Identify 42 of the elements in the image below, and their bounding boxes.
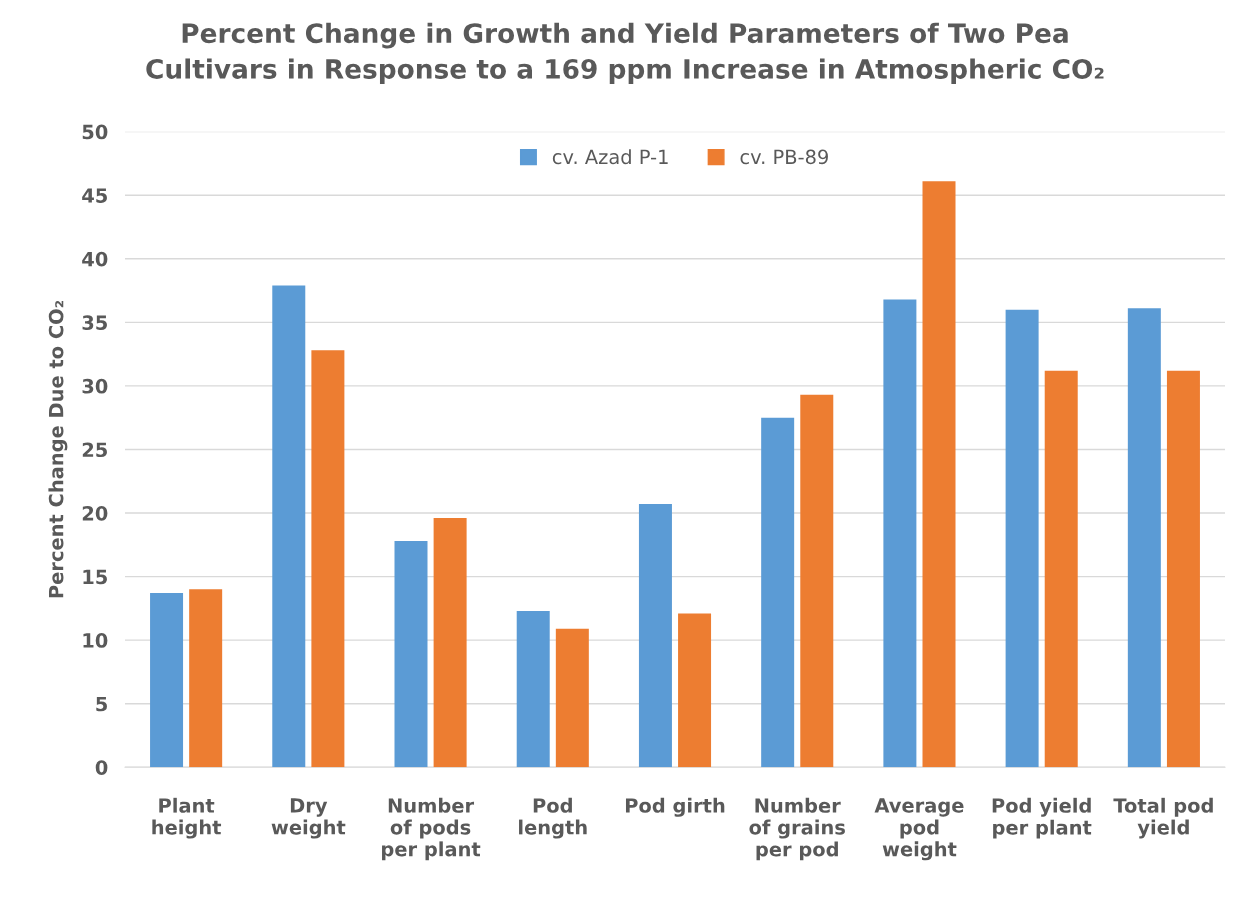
bar — [1005, 309, 1039, 768]
legend-label: cv. Azad P-1 — [552, 149, 668, 165]
bar — [1044, 370, 1078, 768]
y-tick-label: 5 — [96, 696, 107, 712]
y-tick-label: 35 — [82, 315, 107, 330]
bar — [433, 518, 467, 768]
x-tick-label: Pod girth — [625, 797, 725, 817]
y-tick-label: 0 — [95, 760, 108, 775]
x-tick-label: Number of pods per plant — [382, 797, 481, 861]
bar — [150, 593, 184, 768]
x-tick-label: Number of grains per pod — [749, 797, 845, 861]
x-tick-label: Total pod yield — [1113, 797, 1213, 839]
y-tick-label: 15 — [83, 569, 107, 585]
x-tick-label: Dry weight — [271, 798, 346, 839]
y-tick-label: 45 — [82, 188, 107, 203]
bar — [800, 394, 834, 768]
y-tick-label: 30 — [82, 378, 108, 394]
y-tick-label: 25 — [82, 442, 107, 458]
x-tick-label: Average pod weight — [874, 798, 964, 861]
bar — [394, 540, 428, 768]
bar — [638, 504, 672, 768]
x-tick-label: Pod length — [519, 797, 587, 839]
bar — [883, 299, 917, 768]
chart-title: Percent Change in Growth and Yield Parameters of Two Pea Cultivars in Response to a 169 ppm Increase in Atmospheric CO₂ — [146, 22, 1104, 85]
y-axis-title: Percent Change Due to CO₂ — [48, 300, 68, 598]
bar — [1166, 370, 1200, 768]
bar — [272, 285, 306, 768]
bar — [516, 610, 550, 768]
y-tick-label: 20 — [82, 505, 108, 521]
x-tick-label: Plant height — [152, 797, 222, 839]
bar — [761, 417, 795, 768]
bar — [678, 613, 712, 768]
x-tick-label: Pod yield per plant — [992, 797, 1092, 839]
bar — [555, 628, 589, 768]
bar — [1127, 308, 1161, 768]
bar — [922, 181, 956, 768]
bar — [189, 589, 223, 768]
y-tick-label: 50 — [82, 124, 108, 140]
y-tick-label: 40 — [82, 251, 108, 267]
y-tick-label: 10 — [83, 633, 108, 648]
bar — [311, 350, 345, 768]
legend-label: cv. PB-89 — [740, 149, 828, 165]
